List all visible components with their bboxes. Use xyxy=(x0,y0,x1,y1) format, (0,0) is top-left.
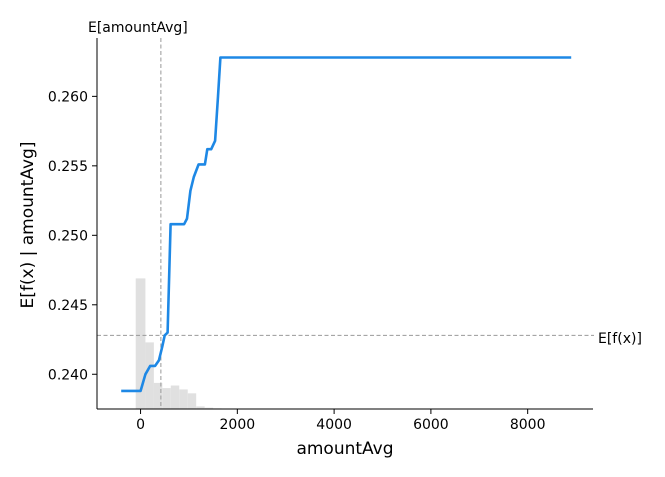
histogram-bar xyxy=(135,278,146,409)
y-tick-label: 0.255 xyxy=(48,159,88,175)
histogram-bar xyxy=(153,382,163,409)
y-tick-label: 0.260 xyxy=(48,89,88,105)
x-tick-label: 6000 xyxy=(413,417,449,433)
y-tick-label: 0.240 xyxy=(48,367,88,383)
x-tick-label: 8000 xyxy=(510,417,546,433)
histogram-bar xyxy=(170,385,180,409)
mean-x-label: E[amountAvg] xyxy=(88,20,188,36)
dependence-line xyxy=(121,56,572,393)
x-axis-title: amountAvg xyxy=(296,439,393,459)
histogram-bar xyxy=(179,389,188,409)
x-tick-label: 4000 xyxy=(316,417,352,433)
axes: 0 2000 4000 6000 8000 0.240 0.245 0.250 0.255 0.2… xyxy=(48,38,593,433)
y-tick-label: 0.250 xyxy=(48,228,88,244)
histogram-bar xyxy=(145,342,154,409)
mean-y-label: E[f(x)] xyxy=(598,331,642,347)
histogram-bar xyxy=(196,406,205,409)
y-tick-label: 0.245 xyxy=(48,298,88,314)
histogram-bar xyxy=(162,388,171,409)
histogram xyxy=(135,278,239,409)
series-line xyxy=(121,56,572,393)
y-axis-title: E[f(x) | amountAvg] xyxy=(18,142,38,309)
x-tick-label: 2000 xyxy=(220,417,256,433)
histogram-bar xyxy=(204,407,214,409)
labels: amountAvg E[f(x) | amountAvg] E[amountAv… xyxy=(18,20,642,459)
x-tick-label: 0 xyxy=(136,417,145,433)
histogram-bar xyxy=(187,393,197,409)
